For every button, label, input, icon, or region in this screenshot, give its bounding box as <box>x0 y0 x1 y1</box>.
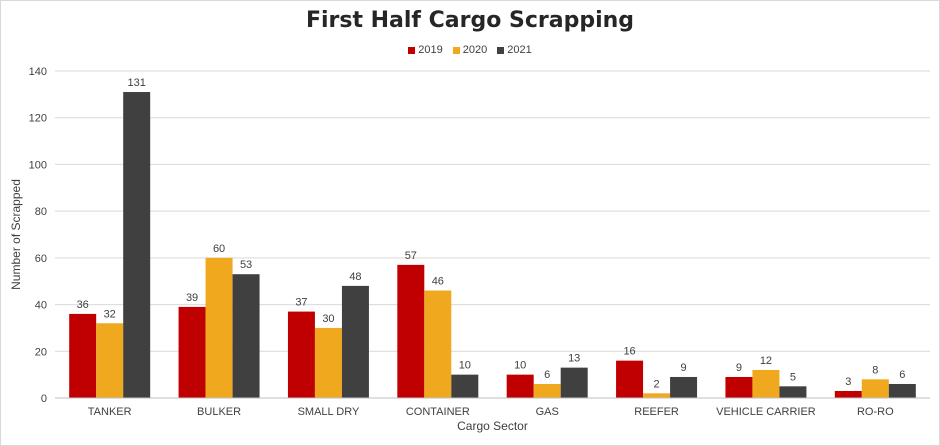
x-tick-label: RO-RO <box>857 406 894 418</box>
bar-2020 <box>96 323 124 398</box>
x-tick-label: REEFER <box>634 406 679 418</box>
y-axis-title: Number of Scrapped <box>9 179 23 290</box>
data-label: 12 <box>760 355 772 367</box>
data-label: 5 <box>790 371 796 383</box>
bar-2019 <box>506 374 534 398</box>
y-tick-label: 100 <box>29 159 47 171</box>
y-tick-label: 0 <box>41 393 47 405</box>
data-label: 6 <box>899 369 905 381</box>
data-label: 48 <box>349 271 361 283</box>
legend-label: 2021 <box>507 44 532 56</box>
bar-2021 <box>451 374 479 398</box>
data-label: 10 <box>459 360 471 372</box>
data-label: 37 <box>295 297 307 309</box>
data-label: 9 <box>736 362 742 374</box>
y-tick-label: 80 <box>35 206 47 218</box>
bar-2020 <box>533 383 561 398</box>
y-tick-label: 140 <box>29 66 47 78</box>
data-label: 36 <box>77 299 89 311</box>
bar-2019 <box>397 264 425 398</box>
data-label: 13 <box>568 353 580 365</box>
bar-2021 <box>670 376 698 398</box>
data-label: 53 <box>240 259 252 271</box>
data-label: 30 <box>322 313 334 325</box>
legend-item-2020: 2020 <box>452 44 488 56</box>
bar-2021 <box>341 285 369 398</box>
bar-2021 <box>232 274 260 398</box>
data-label: 46 <box>432 276 444 288</box>
legend-swatch <box>452 46 460 54</box>
bar-2019 <box>616 360 644 398</box>
bar-2019 <box>178 306 206 398</box>
bar-2020 <box>861 379 889 398</box>
legend-item-2019: 2019 <box>408 44 443 56</box>
data-label: 131 <box>128 77 146 89</box>
data-label: 8 <box>872 364 878 376</box>
bar-2020 <box>314 327 342 398</box>
y-tick-label: 60 <box>35 253 47 265</box>
data-label: 9 <box>681 362 687 374</box>
bar-2019 <box>287 311 315 398</box>
data-label: 2 <box>654 378 660 390</box>
bar-2021 <box>779 386 807 398</box>
bar-2020 <box>643 393 671 398</box>
x-tick-label: VEHICLE CARRIER <box>716 406 816 418</box>
bar-2021 <box>123 92 151 399</box>
bar-2020 <box>205 257 233 398</box>
x-tick-label: CONTAINER <box>406 406 470 418</box>
x-tick-label: TANKER <box>88 406 132 418</box>
legend-label: 2020 <box>462 44 488 56</box>
data-label: 6 <box>544 369 550 381</box>
data-label: 39 <box>186 292 198 304</box>
chart-title: First Half Cargo Scrapping <box>305 8 635 33</box>
bar-2019 <box>834 390 862 398</box>
legend-swatch <box>408 46 416 54</box>
bar-2019 <box>725 376 753 398</box>
data-label: 16 <box>623 346 635 358</box>
legend-item-2021: 2021 <box>497 44 532 56</box>
data-label: 57 <box>405 250 417 262</box>
x-tick-label: GAS <box>536 406 559 418</box>
bar-2020 <box>424 290 452 398</box>
x-axis-title: Cargo Sector <box>457 419 528 433</box>
legend: 2019 2020 2021 <box>0 44 940 56</box>
x-tick-label: SMALL DRY <box>298 406 360 418</box>
legend-label: 2019 <box>418 44 443 56</box>
y-tick-label: 20 <box>35 346 47 358</box>
y-tick-label: 120 <box>29 113 47 125</box>
x-tick-label: BULKER <box>197 406 241 418</box>
data-label: 60 <box>213 243 225 255</box>
bar-2020 <box>752 369 780 398</box>
bar-2021 <box>560 367 588 398</box>
y-tick-label: 40 <box>35 300 47 312</box>
data-label: 32 <box>104 308 116 320</box>
data-label: 10 <box>514 360 526 372</box>
bar-2021 <box>888 383 916 398</box>
data-label: 3 <box>845 376 851 388</box>
bar-2019 <box>69 313 97 398</box>
legend-swatch <box>497 46 505 54</box>
